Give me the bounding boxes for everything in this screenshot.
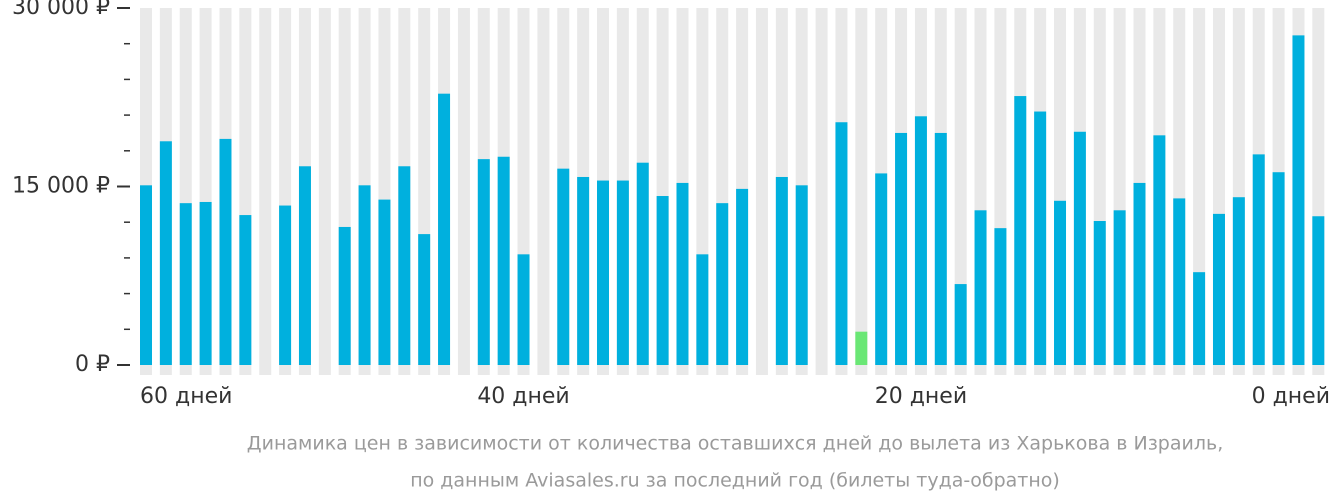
bar <box>974 210 987 365</box>
bar <box>358 185 371 365</box>
bar <box>517 254 530 365</box>
bar <box>716 203 729 365</box>
column-stripe <box>954 8 967 375</box>
column-stripe <box>855 8 868 375</box>
bar <box>1312 216 1325 365</box>
bar <box>398 166 411 365</box>
bar <box>1034 111 1047 365</box>
bar <box>855 331 868 365</box>
bar <box>914 116 927 365</box>
column-stripe <box>755 8 768 375</box>
bar <box>1173 198 1186 365</box>
bar <box>775 176 788 365</box>
bar <box>696 254 709 365</box>
x-tick-label: 60 дней <box>140 384 232 409</box>
bar <box>199 201 212 365</box>
bar <box>298 166 311 365</box>
bar <box>1073 131 1086 365</box>
column-stripe <box>318 8 331 375</box>
bar <box>1212 213 1225 365</box>
bar <box>1292 35 1305 366</box>
bar <box>477 159 490 365</box>
bar <box>954 284 967 365</box>
bar <box>736 188 749 365</box>
caption: по данным Aviasales.ru за последний год … <box>410 470 1060 492</box>
column-stripe <box>457 8 470 375</box>
bar <box>1014 96 1027 365</box>
bar <box>1193 272 1206 365</box>
bar <box>338 226 351 365</box>
bar <box>1153 135 1166 365</box>
bar <box>1133 182 1146 365</box>
bar <box>676 182 689 365</box>
bar <box>378 199 391 365</box>
bar <box>616 180 629 365</box>
bar <box>577 176 590 365</box>
bar <box>875 173 888 365</box>
column-stripe <box>815 8 828 375</box>
x-tick-label: 0 дней <box>1252 384 1330 409</box>
y-tick-label: 30 000 ₽ <box>12 0 110 20</box>
bar <box>1093 221 1106 365</box>
bar <box>1232 197 1245 365</box>
column-stripe <box>537 8 550 375</box>
bar <box>179 203 192 365</box>
bar <box>994 228 1007 365</box>
bar <box>239 215 252 365</box>
bar <box>636 162 649 365</box>
y-tick-label: 15 000 ₽ <box>12 174 110 199</box>
bar <box>1054 200 1067 365</box>
y-tick-label: 0 ₽ <box>75 352 110 377</box>
bar <box>597 180 610 365</box>
bar <box>1272 172 1285 365</box>
bar <box>795 185 808 365</box>
bar <box>656 196 669 365</box>
bar <box>895 132 908 365</box>
bar <box>1113 210 1126 365</box>
x-tick-label: 20 дней <box>875 384 967 409</box>
bar <box>835 122 848 366</box>
bar <box>497 156 510 365</box>
bar <box>934 132 947 365</box>
bar <box>140 185 152 365</box>
bar <box>1252 154 1265 365</box>
x-tick-label: 40 дней <box>477 384 569 409</box>
bar <box>418 234 431 365</box>
bar <box>279 205 292 365</box>
column-stripe <box>259 8 272 375</box>
bar <box>557 168 570 365</box>
bar <box>438 93 451 366</box>
caption: Динамика цен в зависимости от количества… <box>247 433 1223 455</box>
bar <box>219 138 232 365</box>
bar <box>159 141 172 365</box>
